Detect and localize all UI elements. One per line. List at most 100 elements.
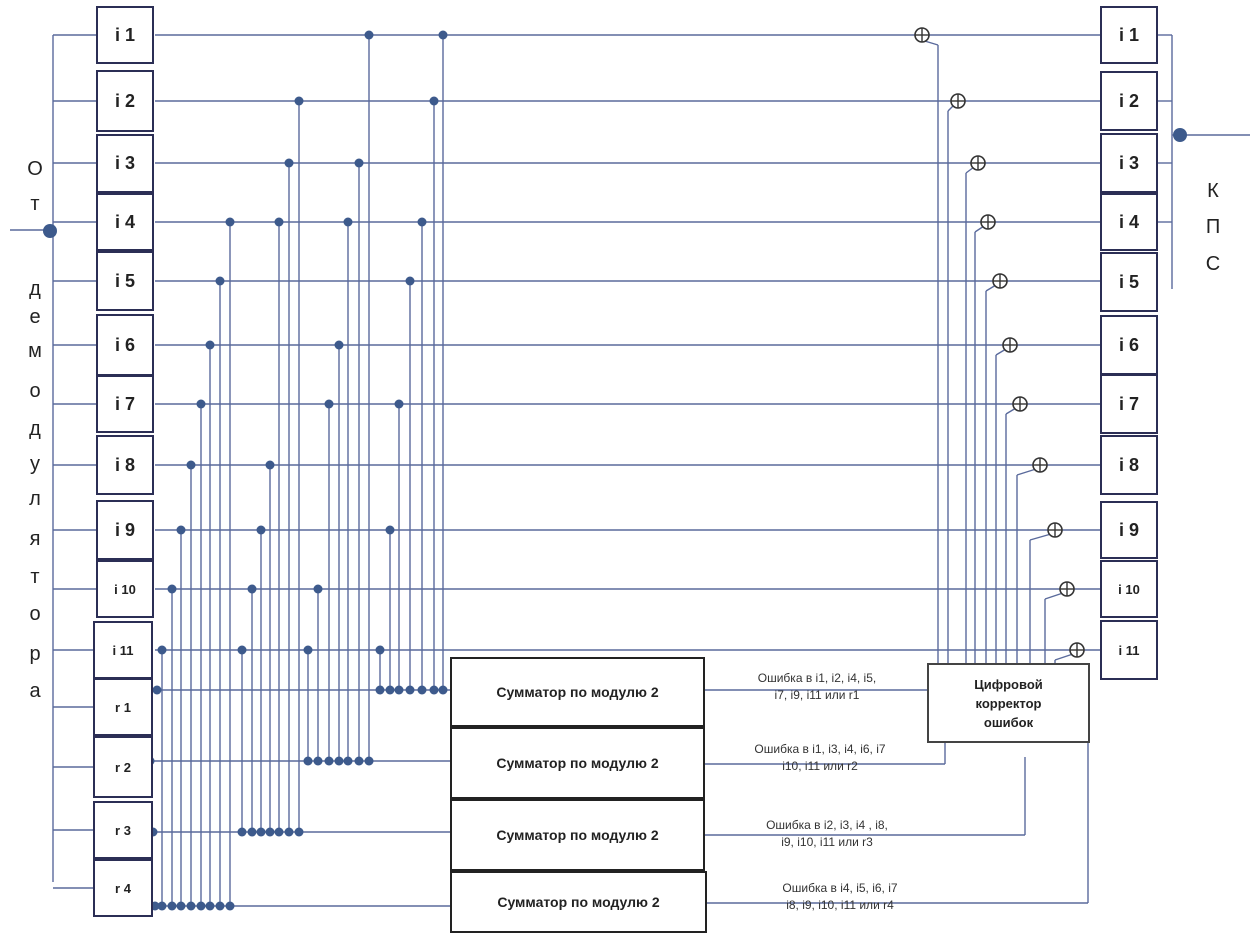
- tap-dot: [225, 901, 235, 911]
- tap-dot: [215, 901, 225, 911]
- tap-dot: [186, 901, 196, 911]
- tap-dot: [385, 525, 395, 535]
- tap-dot: [343, 756, 353, 766]
- tap-dot: [394, 399, 404, 409]
- output-register-i8: i 8: [1100, 435, 1158, 495]
- source-label-letter: т: [30, 193, 40, 215]
- corrector-label-line: ошибок: [983, 714, 1034, 730]
- source-label-letter: о: [29, 603, 41, 625]
- input-register-i5: i 5: [96, 251, 154, 311]
- correction-riser: [1029, 533, 1052, 541]
- correction-riser: [1016, 468, 1037, 476]
- error-text-line: Ошибка в i1, i3, i4, i6, i7: [754, 742, 886, 756]
- source-label-letter: м: [28, 340, 42, 362]
- corrector-label-line: Цифровой: [974, 676, 1043, 692]
- tap-dot: [196, 901, 206, 911]
- adder-label: Сумматор по модулю 2: [497, 894, 660, 910]
- input-register-i2: i 2: [96, 70, 154, 132]
- register-label: r 3: [115, 822, 131, 838]
- tap-dot: [274, 827, 284, 837]
- register-label: r 2: [115, 759, 131, 775]
- register-label: i 5: [1118, 271, 1139, 292]
- input-register-r2: r 2: [93, 736, 153, 798]
- tap-dot: [247, 827, 257, 837]
- tap-dot: [215, 276, 225, 286]
- source-label-letter: е: [29, 306, 41, 328]
- error-annotation-2: Ошибка в i1, i3, i4, i6, i7 i10, i11 или…: [715, 741, 925, 775]
- error-text-line: Ошибка в i2, i3, i4 , i8,: [766, 818, 888, 832]
- tap-dot: [157, 901, 167, 911]
- error-text-line: i9, i10, i11 или r3: [781, 835, 873, 849]
- input-register-i9: i 9: [96, 500, 154, 560]
- register-label: i 11: [112, 642, 134, 658]
- tap-dot: [405, 685, 415, 695]
- register-label: i 10: [114, 581, 136, 597]
- tap-dot: [429, 96, 439, 106]
- tap-dot: [334, 756, 344, 766]
- demodulator-input-node: [43, 224, 57, 238]
- kps-output-node: [1173, 128, 1187, 142]
- adder-block-1: Сумматор по модулю 2: [450, 657, 705, 727]
- tap-dot: [303, 645, 313, 655]
- input-register-r3: r 3: [93, 801, 153, 859]
- tap-dot: [205, 340, 215, 350]
- register-label: i 6: [1118, 334, 1139, 355]
- tap-dot: [354, 756, 364, 766]
- destination-label-letter: С: [1205, 253, 1221, 275]
- adder-label: Сумматор по модулю 2: [496, 827, 659, 843]
- tap-dot: [176, 525, 186, 535]
- tap-dot: [167, 584, 177, 594]
- destination-label-letter: П: [1205, 216, 1221, 238]
- error-text-line: Ошибка в i1, i2, i4, i5,: [757, 671, 877, 685]
- tap-dot: [196, 399, 206, 409]
- output-register-i9: i 9: [1100, 501, 1158, 559]
- input-register-i11: i 11: [93, 621, 153, 679]
- source-label-letter: д: [29, 418, 41, 440]
- output-register-i5: i 5: [1100, 252, 1158, 312]
- tap-dot: [364, 756, 374, 766]
- source-label-letter: у: [30, 453, 40, 475]
- register-label: i 7: [114, 393, 135, 414]
- input-register-i10: i 10: [96, 560, 154, 618]
- register-label: i 9: [114, 519, 135, 540]
- output-register-i2: i 2: [1100, 71, 1158, 131]
- tap-dot: [324, 399, 334, 409]
- tap-dot: [237, 827, 247, 837]
- tap-dot: [417, 217, 427, 227]
- register-label: i 9: [1118, 519, 1139, 540]
- register-label: i 8: [1118, 454, 1139, 475]
- output-register-i3: i 3: [1100, 133, 1158, 193]
- register-label: r 1: [115, 699, 131, 715]
- tap-dot: [265, 460, 275, 470]
- error-text-line: Ошибка в i4, i5, i6, i7: [782, 881, 898, 895]
- source-label-letter: д: [29, 278, 41, 300]
- tap-dot: [176, 901, 186, 911]
- tap-dot: [256, 827, 266, 837]
- register-label: i 2: [1118, 90, 1139, 111]
- input-register-i3: i 3: [96, 133, 154, 193]
- corrector-label-line: корректор: [975, 695, 1042, 711]
- source-label-letter: т: [30, 566, 40, 588]
- source-label-letter: о: [29, 380, 41, 402]
- error-annotation-1: Ошибка в i1, i2, i4, i5, i7, i9, i11 или…: [712, 670, 922, 704]
- tap-dot: [205, 901, 215, 911]
- input-register-i8: i 8: [96, 435, 154, 495]
- tap-dot: [375, 645, 385, 655]
- tap-dot: [265, 827, 275, 837]
- input-register-i1: i 1: [96, 6, 154, 64]
- input-register-i7: i 7: [96, 375, 154, 433]
- input-register-i6: i 6: [96, 314, 154, 376]
- tap-dot: [354, 158, 364, 168]
- correction-riser: [1044, 592, 1064, 600]
- tap-dot: [303, 756, 313, 766]
- digital-error-corrector: Цифровой корректор ошибок: [927, 663, 1090, 743]
- register-label: i 1: [114, 24, 135, 45]
- tap-dot: [364, 30, 374, 40]
- tap-dot: [394, 685, 404, 695]
- tap-dot: [343, 217, 353, 227]
- source-label-letter: р: [29, 643, 41, 665]
- register-label: i 2: [114, 90, 135, 111]
- input-register-r4: r 4: [93, 859, 153, 917]
